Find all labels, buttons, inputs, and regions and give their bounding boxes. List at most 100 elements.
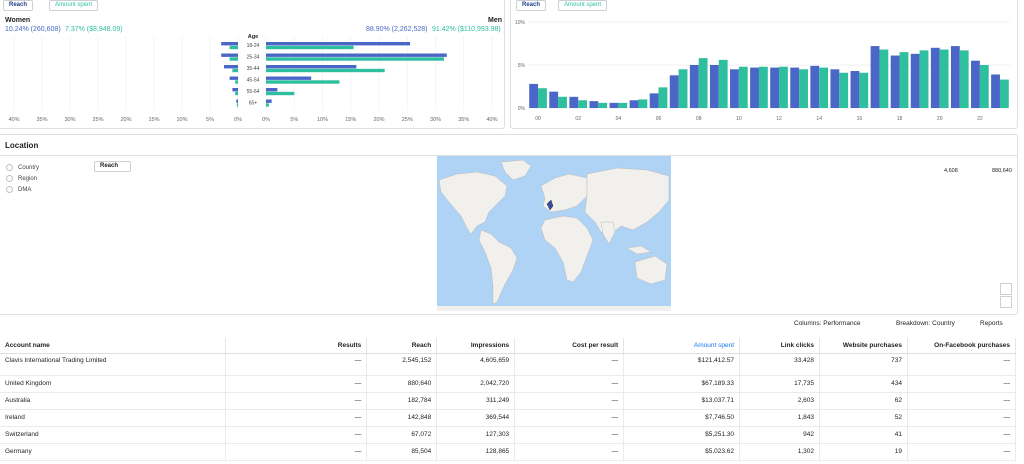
radio-circle [6, 164, 13, 171]
location-metric-select[interactable]: Reach [94, 161, 131, 172]
table-cell: — [514, 443, 625, 461]
hourly-amount-toggle-button[interactable]: Amount spent [558, 0, 608, 11]
col-onfacebook-purchases[interactable]: On-Facebook purchases [907, 338, 1017, 354]
table-cell: $5,251.30 [623, 426, 741, 444]
col-amount-spent[interactable]: Amount spent [623, 338, 741, 354]
men-reach-bar [266, 65, 357, 69]
men-axis-tick: 30% [430, 117, 441, 123]
x-axis-tick: 04 [616, 116, 622, 122]
y-axis-tick: 10% [515, 20, 526, 26]
table-cell: 52 [819, 409, 908, 427]
women-axis-tick: 20% [120, 117, 131, 123]
table-cell: — [225, 375, 368, 393]
col-cost-per-result[interactable]: Cost per result [514, 338, 625, 354]
table-cell: 1,843 [739, 409, 820, 427]
hour-reach-bar [991, 74, 1000, 108]
men-amount-bar [266, 57, 444, 61]
hour-reach-bar [730, 69, 739, 108]
zoom-in-button[interactable] [1000, 283, 1012, 295]
women-amount-bar [235, 91, 238, 96]
table-cell: — [514, 353, 625, 376]
performance-table: Account name Results Reach Impressions C… [0, 338, 1017, 461]
table-cell: Germany [0, 443, 227, 461]
hourly-reach-toggle-button[interactable]: Reach [516, 0, 547, 11]
table-cell: — [225, 426, 368, 444]
hour-reach-bar [870, 46, 880, 108]
table-cell: — [225, 443, 368, 461]
age-category-label: 35-44 [247, 66, 260, 72]
col-website-purchases[interactable]: Website purchases [819, 338, 908, 354]
hour-amount-bar [678, 69, 688, 108]
hour-reach-bar [910, 53, 920, 108]
table-row[interactable]: Australia —182,784 311,249— $13,037.71 2,603… [0, 392, 1017, 410]
men-amount-bar [266, 68, 385, 73]
table-cell: 127,303 [436, 426, 516, 444]
hour-amount-bar [839, 72, 849, 108]
x-axis-tick: 08 [696, 116, 702, 122]
men-reach-bar [266, 42, 411, 46]
col-results[interactable]: Results [225, 338, 368, 354]
radio-country-label: Country [18, 164, 40, 171]
table-cell: Ireland [0, 409, 227, 427]
hour-reach-bar [810, 65, 820, 108]
age-category-label: 18-24 [247, 43, 260, 49]
hour-amount-bar [738, 66, 748, 108]
men-amount-bar [266, 80, 340, 84]
table-cell: — [907, 375, 1017, 393]
world-map[interactable] [437, 156, 671, 311]
women-axis-tick: 30% [64, 117, 75, 123]
table-row[interactable]: Ireland —142,848 369,544— $7,746.50 1,843 52— [0, 409, 1017, 427]
x-axis-tick: 14 [816, 116, 822, 122]
hour-reach-bar [950, 46, 960, 108]
hour-reach-bar [770, 67, 780, 108]
amount-spent-toggle-button[interactable]: Amount spent [49, 0, 99, 11]
women-axis-tick: 35% [36, 117, 47, 123]
col-impressions[interactable]: Impressions [436, 338, 516, 354]
col-reach[interactable]: Reach [366, 338, 438, 354]
hour-reach-bar [589, 101, 599, 108]
hour-reach-bar [850, 71, 860, 108]
men-axis-tick: 40% [486, 117, 497, 123]
hour-reach-bar [790, 67, 800, 108]
men-reach-bar [266, 53, 447, 57]
men-amount-bar [266, 45, 354, 50]
table-row[interactable]: Switzerland —67,072 127,303— $5,251.30 942 41… [0, 426, 1017, 444]
table-cell: 67,072 [366, 426, 438, 444]
table-cell: 142,848 [366, 409, 438, 427]
men-amount-bar [266, 103, 269, 107]
breakdown-dropdown[interactable]: Breakdown: Country [896, 320, 955, 327]
columns-dropdown[interactable]: Columns: Performance [794, 320, 861, 327]
hour-reach-bar [689, 65, 699, 108]
radio-region[interactable]: Region [6, 174, 37, 183]
reach-toggle-button[interactable]: Reach [3, 0, 34, 11]
age-category-label: 55-64 [247, 89, 260, 95]
women-amount-bar [232, 68, 238, 73]
reports-dropdown[interactable]: Reports [980, 320, 1003, 327]
world-map-shapes [437, 159, 671, 311]
hour-amount-bar [979, 65, 989, 108]
hour-reach-bar [750, 67, 759, 108]
zoom-out-button[interactable] [1000, 296, 1012, 308]
men-axis-tick: 0% [262, 117, 270, 123]
location-title: Location [5, 141, 39, 150]
men-amount-summary: 91.42% ($110,993.98) [432, 26, 501, 33]
table-row[interactable]: Germany —85,504 128,865— $5,023.62 1,302 19— [0, 443, 1017, 461]
x-axis-tick: 22 [977, 116, 983, 122]
women-axis-tick: 15% [148, 117, 159, 123]
col-link-clicks[interactable]: Link clicks [739, 338, 820, 354]
women-axis-tick: 10% [176, 117, 187, 123]
table-cell: 41 [819, 426, 908, 444]
women-reach-bar [229, 76, 238, 80]
radio-country[interactable]: Country [6, 163, 39, 172]
hour-amount-bar [638, 99, 648, 108]
hour-amount-bar [899, 52, 909, 108]
women-amount-bar [229, 57, 238, 61]
col-account-name[interactable]: Account name [0, 338, 227, 354]
women-reach-bar [232, 88, 238, 92]
table-row[interactable]: United Kingdom —880,640 2,042,720— $67,189.… [0, 375, 1017, 393]
radio-dma[interactable]: DMA [6, 185, 31, 194]
uk-highlight-shape [546, 199, 554, 211]
table-row[interactable]: Clavis International Trading Limited —2,5… [0, 353, 1017, 376]
men-axis-tick: 5% [290, 117, 298, 123]
table-cell: 62 [819, 392, 908, 410]
